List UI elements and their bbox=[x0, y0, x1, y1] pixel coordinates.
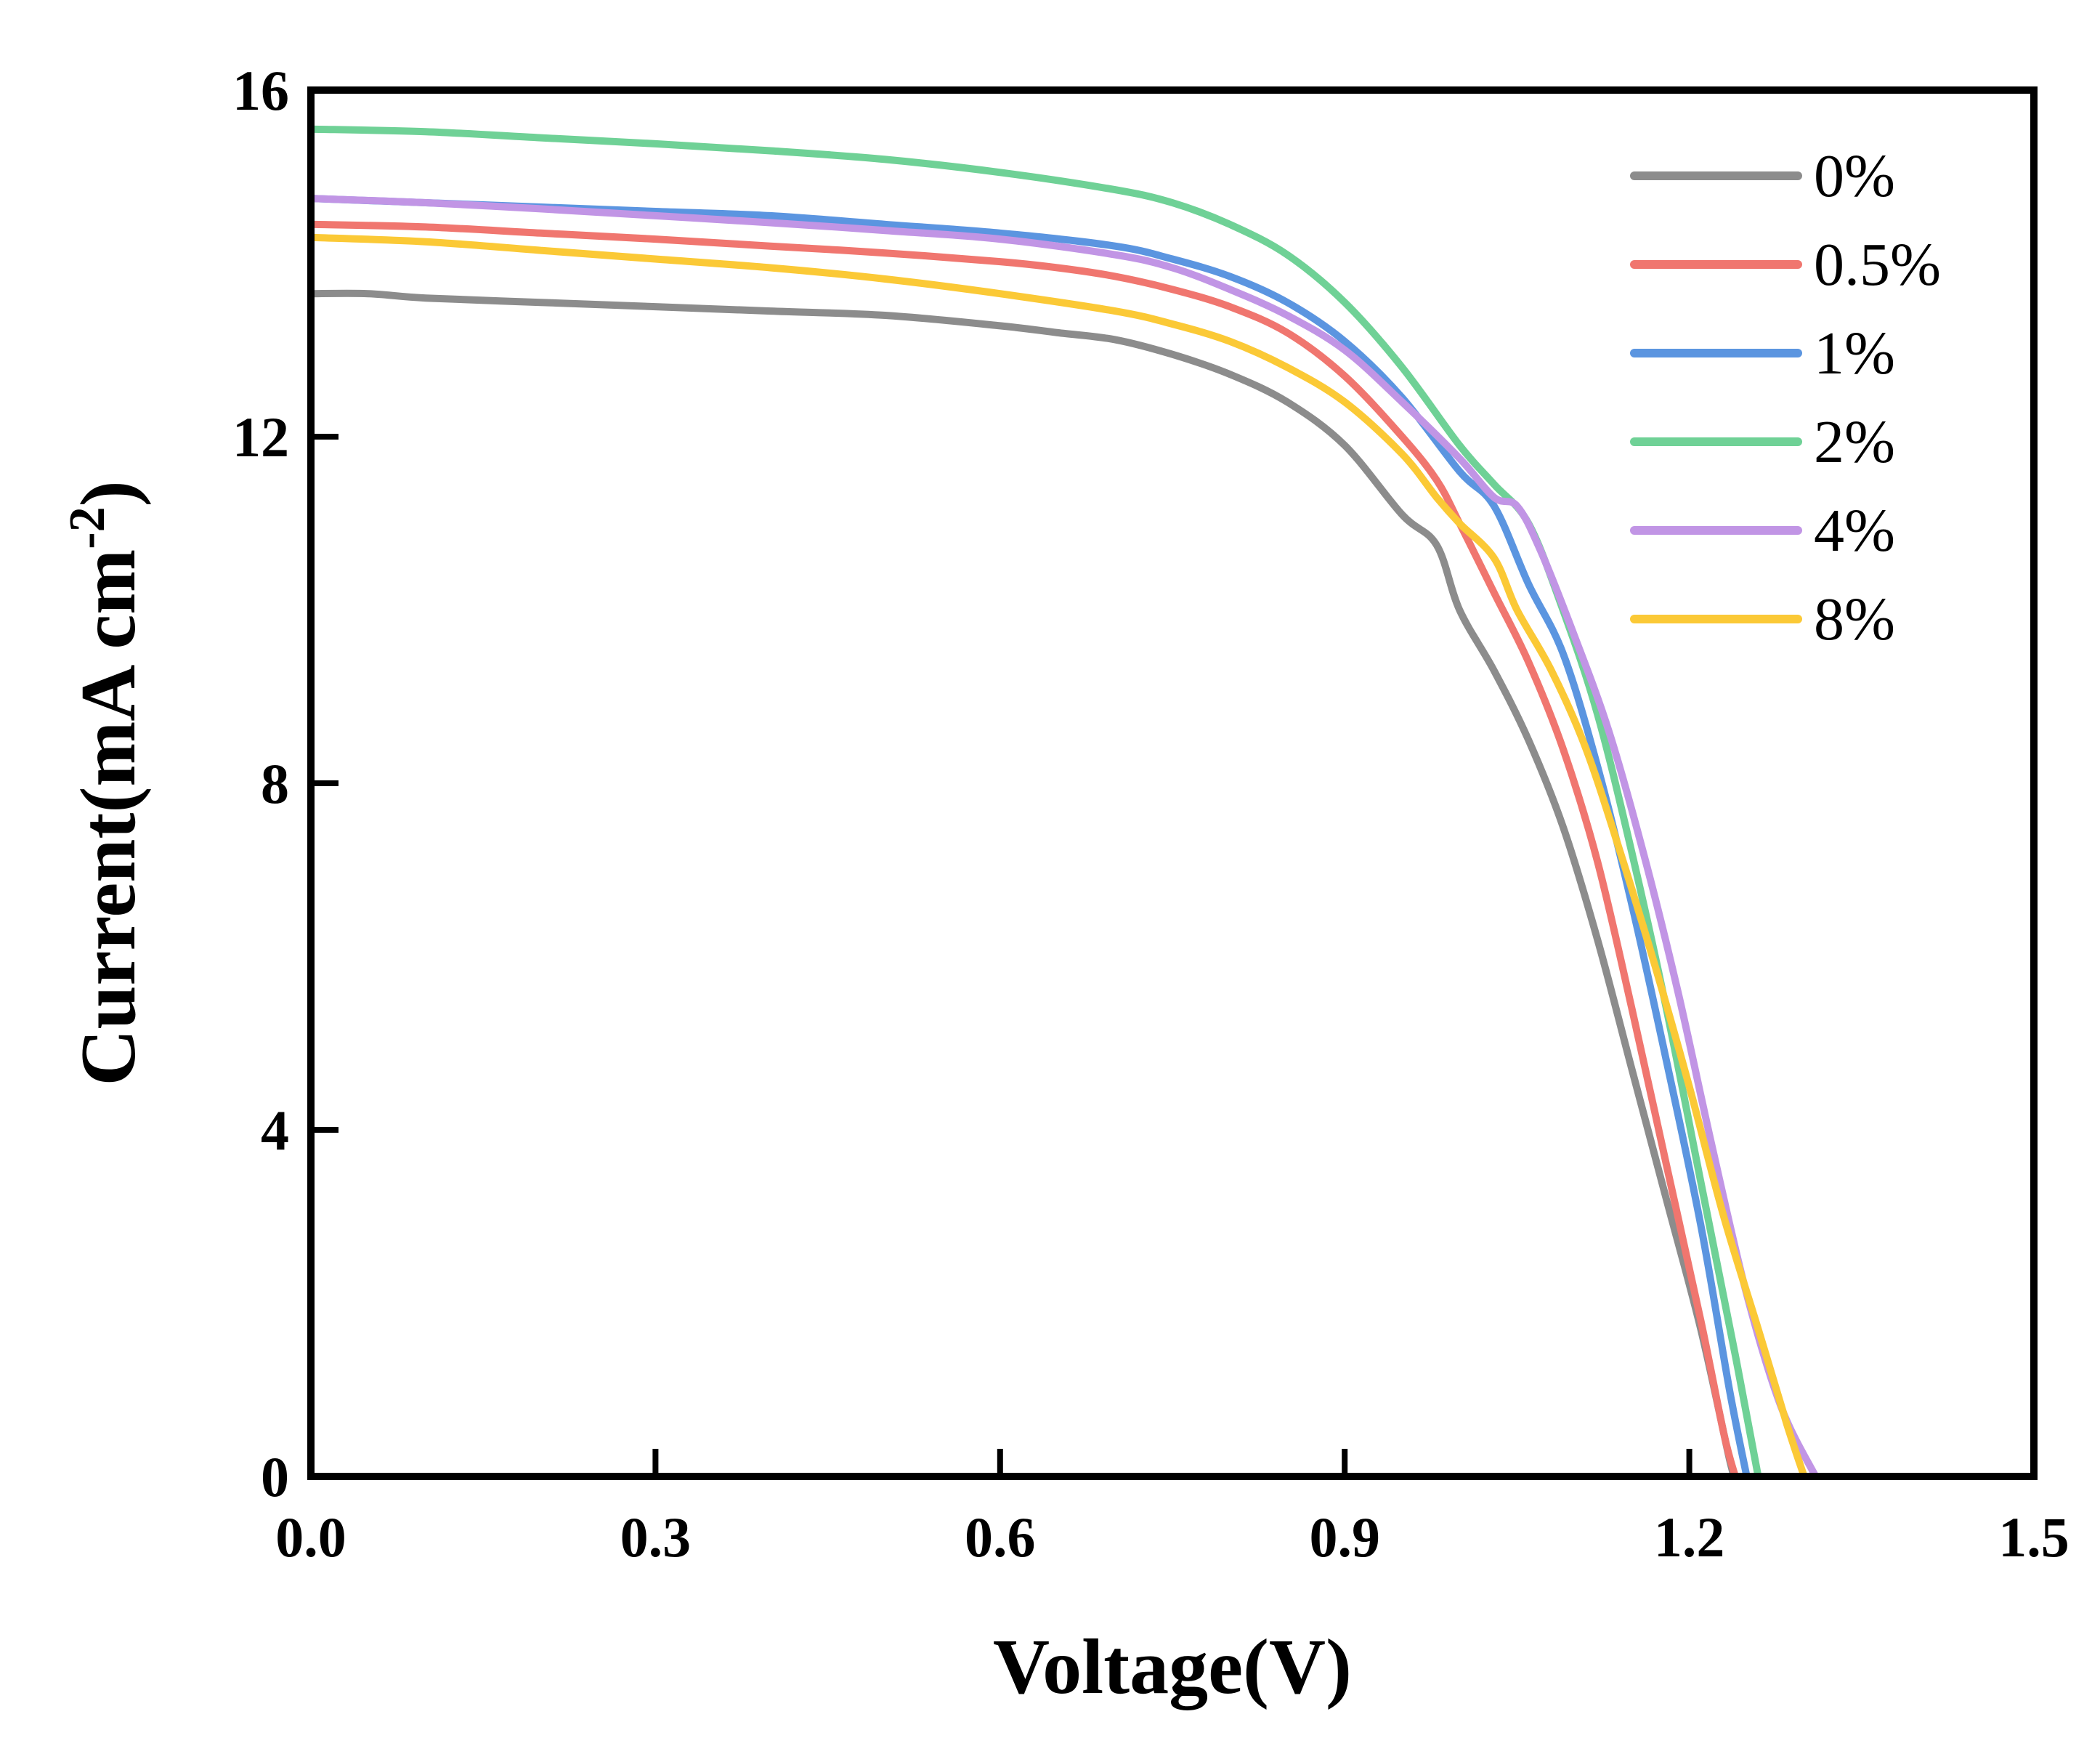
y-axis-title-close: ) bbox=[65, 480, 152, 506]
x-tick-label: 0.9 bbox=[1309, 1505, 1380, 1569]
legend-label: 4% bbox=[1814, 497, 1895, 565]
x-tick-label: 0.3 bbox=[620, 1505, 692, 1569]
y-axis-title-main: Current(mA cm bbox=[65, 549, 152, 1086]
legend-label: 0% bbox=[1814, 142, 1895, 210]
x-axis-title: Voltage(V) bbox=[993, 1624, 1352, 1710]
series-line-5 bbox=[307, 233, 1808, 1480]
x-axis: 0.0 0.3 0.6 0.9 1.2 1.5 bbox=[275, 1449, 2069, 1569]
legend-label: 1% bbox=[1814, 320, 1895, 387]
y-tick-label: 16 bbox=[232, 59, 289, 122]
legend: 0% 0.5% 1% 2% 4% 8% bbox=[1630, 142, 1941, 653]
legend-label: 0.5% bbox=[1814, 231, 1941, 299]
legend-label: 2% bbox=[1814, 408, 1895, 476]
y-tick-label: 0 bbox=[261, 1445, 289, 1508]
y-tick-label: 12 bbox=[232, 405, 289, 469]
x-tick-label: 1.2 bbox=[1654, 1505, 1725, 1569]
legend-label: 8% bbox=[1814, 586, 1895, 653]
series-line-2 bbox=[307, 195, 1751, 1480]
x-tick-label: 1.5 bbox=[1998, 1505, 2069, 1569]
series-line-1 bbox=[307, 220, 1739, 1480]
y-axis-title: Current(mA cm-2) bbox=[60, 480, 152, 1086]
x-tick-label: 0.6 bbox=[965, 1505, 1036, 1569]
y-axis: 0 4 8 12 16 bbox=[232, 59, 338, 1508]
series-line-0 bbox=[307, 289, 1739, 1480]
y-tick-label: 8 bbox=[261, 752, 289, 815]
series-layer bbox=[307, 125, 1820, 1480]
x-tick-label: 0.0 bbox=[275, 1505, 346, 1569]
y-axis-title-superscript: -2 bbox=[60, 506, 115, 549]
plot-frame bbox=[307, 86, 2038, 1480]
y-tick-label: 4 bbox=[261, 1099, 289, 1162]
series-line-4 bbox=[307, 195, 1820, 1480]
